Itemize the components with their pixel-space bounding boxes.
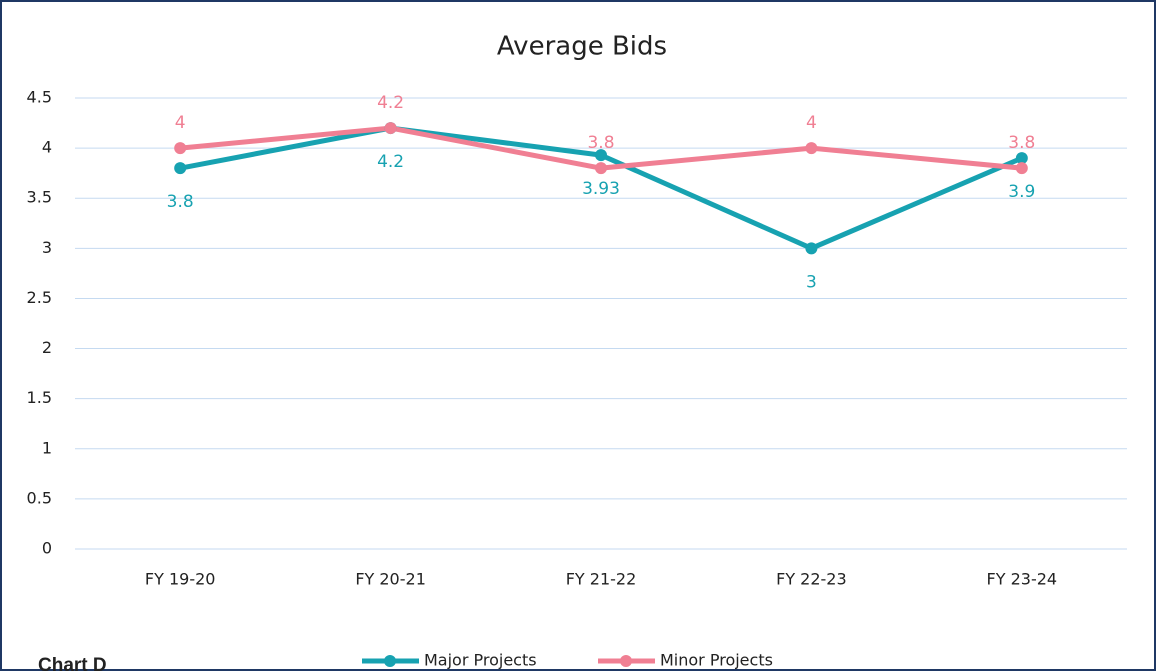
- y-tick-label: 0.5: [27, 488, 52, 507]
- point: [174, 142, 187, 155]
- y-tick-label: 2.5: [27, 288, 52, 307]
- point: [805, 142, 818, 155]
- point: [805, 242, 818, 255]
- data-label: 4: [806, 113, 817, 133]
- point: [595, 149, 607, 162]
- data-label: 3.8: [167, 192, 194, 212]
- data-label: 3: [806, 272, 817, 292]
- point: [1015, 162, 1028, 175]
- point: [1015, 152, 1028, 165]
- legend-label: Major Projects: [424, 651, 537, 670]
- y-tick-label: 0: [42, 539, 52, 558]
- point: [174, 162, 187, 175]
- y-tick-label: 2: [42, 338, 52, 357]
- point: [384, 122, 397, 135]
- y-tick-label: 1.5: [27, 388, 52, 407]
- y-tick-label: 4: [42, 138, 52, 157]
- x-tick-label: FY 23-24: [987, 570, 1058, 589]
- x-tick-label: FY 22-23: [776, 570, 847, 589]
- x-tick-label: FY 21-22: [566, 570, 637, 589]
- legend-marker: [384, 655, 396, 667]
- point: [595, 162, 607, 175]
- data-label: 3.93: [582, 179, 620, 199]
- y-tick-label: 1: [42, 438, 52, 457]
- data-label: 4: [175, 113, 186, 133]
- legend-marker: [620, 655, 632, 667]
- data-label: 3.9: [1008, 182, 1035, 202]
- legend-label: Minor Projects: [660, 651, 773, 670]
- x-tick-label: FY 19-20: [145, 570, 216, 589]
- y-tick-label: 3.5: [27, 188, 52, 207]
- data-label: 3.8: [587, 133, 614, 153]
- chart-caption: Chart D: [38, 655, 107, 671]
- data-label: 4.2: [377, 152, 404, 172]
- x-tick-label: FY 20-21: [355, 570, 426, 589]
- y-tick-label: 4.5: [27, 88, 52, 107]
- data-label: 3.8: [1008, 133, 1035, 153]
- y-tick-label: 3: [42, 238, 52, 257]
- chart-title: Average Bids: [497, 32, 667, 62]
- data-label: 4.2: [377, 93, 404, 113]
